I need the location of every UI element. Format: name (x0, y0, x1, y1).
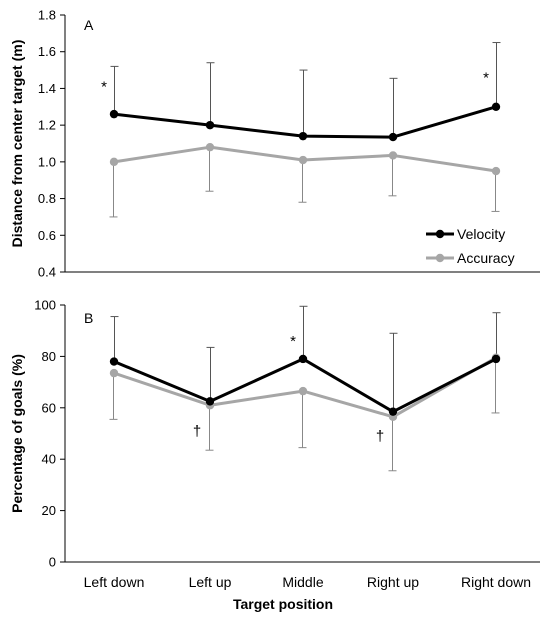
y-tick-label: 1.4 (38, 81, 56, 96)
panel-b: 0 20 40 60 80 100 Percentage of goals (%) B Left… (9, 298, 540, 612)
legend-label: Velocity (457, 226, 505, 242)
x-tick-label: Left up (189, 574, 232, 590)
series-line-velocity (113, 357, 497, 414)
y-tick-label: 60 (42, 400, 56, 415)
x-tick-label: Right up (367, 574, 419, 590)
x-tick-label: Left down (84, 574, 145, 590)
y-tick-label: 1.6 (38, 44, 56, 59)
y-tick-label: 100 (34, 298, 56, 313)
x-tick-label: Middle (282, 574, 323, 590)
significance-asterisk: * (483, 69, 489, 86)
y-tick-label: 1.2 (38, 118, 56, 133)
significance-dagger: † (376, 428, 384, 445)
panel-a: 0.4 0.6 0.8 1.0 1.2 1.4 1.6 1.8 Distance from ce… (9, 8, 540, 280)
y-tick-label: 1.0 (38, 154, 56, 169)
x-axis-label: Target position (233, 596, 333, 612)
significance-asterisk: * (101, 79, 107, 96)
data-point-accuracy (205, 142, 215, 152)
data-point-velocity (298, 354, 308, 364)
data-point-velocity (298, 131, 308, 141)
panel-label: B (84, 310, 93, 326)
significance-asterisk: * (290, 333, 296, 350)
significance-dagger: † (193, 423, 201, 440)
data-point-accuracy (388, 151, 398, 160)
y-tick-label: 0.4 (38, 265, 56, 280)
legend: Velocity Accuracy (426, 226, 515, 266)
data-point-velocity (109, 109, 119, 119)
y-tick-label: 40 (42, 452, 56, 467)
data-point-velocity (491, 354, 501, 364)
data-point-velocity (388, 132, 398, 142)
data-point-velocity (491, 102, 501, 111)
y-tick-label: 0 (49, 555, 56, 570)
data-point-accuracy (298, 155, 308, 165)
y-axis-label: Percentage of goals (%) (9, 354, 25, 513)
data-point-velocity (388, 407, 398, 416)
y-tick-label: 0.6 (38, 228, 56, 243)
legend-swatch-marker (435, 253, 445, 263)
legend-label: Accuracy (457, 250, 515, 266)
legend-swatch-marker (435, 229, 445, 239)
data-point-accuracy (491, 166, 501, 176)
data-point-accuracy (109, 368, 119, 378)
data-point-accuracy (298, 386, 308, 396)
y-tick-label: 80 (42, 349, 56, 364)
y-tick-label: 1.8 (38, 8, 56, 23)
panel-label: A (84, 17, 94, 33)
y-axis-label: Distance from center target (m) (9, 40, 25, 248)
data-point-velocity (109, 357, 119, 366)
data-point-velocity (205, 397, 215, 406)
y-tick-label: 0.8 (38, 191, 56, 206)
data-point-velocity (205, 120, 215, 130)
data-point-accuracy (109, 157, 119, 167)
x-tick-label: Right down (461, 574, 531, 590)
y-tick-label: 20 (42, 503, 56, 518)
